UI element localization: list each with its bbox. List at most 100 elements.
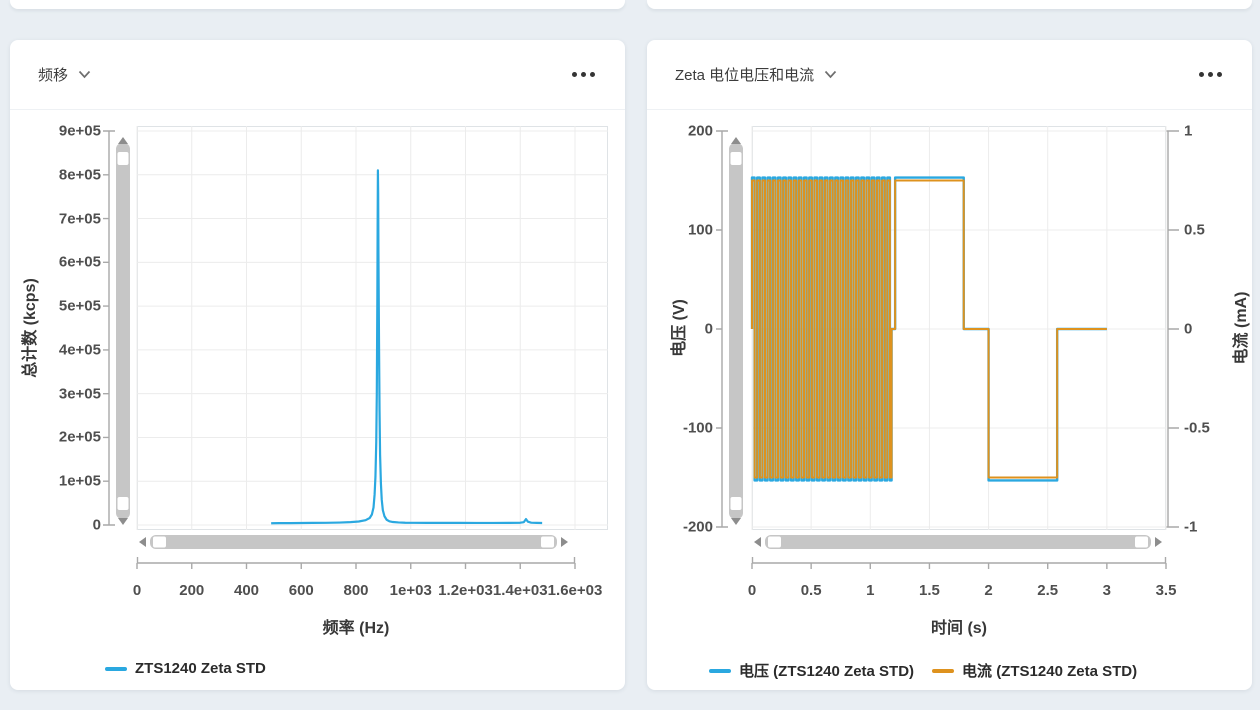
scrollbar-range-handle[interactable] [730, 497, 742, 510]
y-axis-tick-label: 3e+05 [58, 385, 101, 403]
y-axis-tick-label: 0 [704, 320, 713, 338]
y-axis-tick-label: 100 [687, 221, 713, 239]
y-axis-tick-label: 6e+05 [58, 253, 101, 271]
x-axis-title: 时间 (s) [930, 620, 988, 637]
scrollbar-range-handle[interactable] [1135, 536, 1148, 548]
chart-title-right: Zeta 电位电压和电流 [675, 67, 815, 84]
x-axis-tick-label: 0.5 [800, 582, 822, 599]
y-axis-right-tick-label: 0 [1184, 320, 1193, 338]
x-zoom-scrollbar[interactable] [139, 534, 568, 550]
plot-area[interactable] [136, 126, 608, 530]
y-axis-tick-label: 0 [92, 516, 101, 534]
legend-line-swatch [105, 666, 127, 671]
chart-legend: 电压 (ZTS1240 Zeta STD) 电流 (ZTS1240 Zeta ST… [709, 660, 1137, 681]
card-header: 频移 [10, 40, 625, 110]
chevron-down-icon [825, 70, 837, 79]
scrollbar-track[interactable] [765, 535, 1151, 549]
card-header: Zeta 电位电压和电流 [647, 40, 1252, 110]
x-zoom-scrollbar[interactable] [754, 534, 1162, 550]
y-axis-tick-label: 200 [687, 122, 713, 140]
series-ZTS1240 Zeta STD [271, 169, 543, 525]
x-axis-tick-label: 1.5 [918, 582, 940, 599]
x-axis-line [751, 557, 1167, 569]
y-axis-right-tick-label: -1 [1184, 518, 1198, 536]
legend-label: ZTS1240 Zeta STD [135, 660, 266, 677]
zeta-voltage-current-chart: 200 100 0 -100 -200 1 0.5 0 -0.5 -1 0 0.5 1 1.5 2 2.5 3 3… [647, 110, 1252, 690]
chart-type-selector-right[interactable]: Zeta 电位电压和电流 [675, 64, 837, 85]
more-options-button-right[interactable] [1197, 66, 1224, 83]
x-axis-tick-label: 2 [984, 582, 993, 599]
x-axis-tick-label: 0 [132, 582, 142, 599]
scroll-right-arrow[interactable] [561, 537, 568, 547]
plot-area[interactable] [750, 126, 1167, 530]
y-axis-tick-label: 1e+05 [58, 472, 101, 490]
scrollbar-range-handle[interactable] [153, 536, 166, 548]
chart-legend: ZTS1240 Zeta STD [105, 660, 266, 677]
x-axis-tick-label: 1.2e+03 [438, 582, 493, 599]
y-axis-right-tick-label: 1 [1184, 122, 1193, 140]
scroll-right-arrow[interactable] [1155, 537, 1162, 547]
x-axis-tick-label: 1.6e+03 [547, 582, 603, 599]
scrollbar-track[interactable] [150, 535, 557, 549]
frequency-shift-chart: 9e+05 8e+05 7e+05 6e+05 5e+05 4e+05 3e+05 2e+05… [10, 110, 625, 690]
scrollbar-range-handle[interactable] [541, 536, 554, 548]
y-axis-title: 总计数 (kcps) [22, 278, 39, 378]
scroll-up-arrow[interactable] [731, 137, 741, 144]
x-axis-tick-label: 1e+03 [389, 582, 432, 599]
zeta-voltage-current-card: Zeta 电位电压和电流 200 100 0 -100 -200 1 0.5 0 -0.5 -1 0… [647, 40, 1252, 690]
y-axis-tick-label: 9e+05 [58, 122, 101, 140]
scrollbar-range-handle[interactable] [768, 536, 781, 548]
chart-title-left: 频移 [38, 67, 69, 84]
series-电流 [751, 179, 1107, 479]
partial-card-above-right [647, 0, 1252, 9]
scroll-down-arrow[interactable] [118, 518, 128, 525]
scrollbar-range-handle[interactable] [117, 497, 129, 510]
legend-item[interactable]: ZTS1240 Zeta STD [105, 660, 266, 677]
y-axis-tick-label: 2e+05 [58, 428, 101, 446]
scrollbar-track[interactable] [729, 143, 743, 519]
y-axis-tick-label: 4e+05 [58, 341, 101, 359]
legend-item[interactable]: 电流 (ZTS1240 Zeta STD) [932, 660, 1137, 681]
legend-line-swatch [709, 668, 731, 673]
x-axis-tick-label: 800 [343, 582, 369, 599]
x-axis-tick-label: 1.4e+03 [492, 582, 548, 599]
y-axis-line [716, 130, 728, 528]
scroll-left-arrow[interactable] [139, 537, 146, 547]
frequency-shift-card: 频移 9e+05 8e+05 7e+05 6e+05 5e+05 4e+05 3e+05 2e… [10, 40, 625, 690]
x-axis-tick-label: 2.5 [1037, 582, 1059, 599]
partial-card-above-left [10, 0, 625, 9]
scrollbar-range-handle[interactable] [117, 152, 129, 165]
legend-line-swatch [932, 668, 955, 673]
y-axis-tick-label: -100 [682, 419, 713, 437]
y-axis-tick-label: 7e+05 [58, 210, 101, 228]
chart-type-selector-left[interactable]: 频移 [38, 64, 91, 85]
scrollbar-track[interactable] [116, 143, 130, 519]
y-zoom-scrollbar[interactable] [728, 136, 744, 526]
x-axis-tick-label: 0 [747, 582, 757, 599]
y-axis-right-line [1162, 130, 1179, 528]
x-axis-title: 频率 (Hz) [322, 620, 390, 637]
legend-item[interactable]: 电压 (ZTS1240 Zeta STD) [709, 660, 914, 681]
scrollbar-range-handle[interactable] [730, 152, 742, 165]
y-zoom-scrollbar[interactable] [115, 136, 131, 526]
x-axis-tick-label: 1 [866, 582, 875, 599]
scroll-down-arrow[interactable] [731, 518, 741, 525]
more-options-button-left[interactable] [570, 66, 597, 83]
scroll-left-arrow[interactable] [754, 537, 761, 547]
y-axis-right-tick-label: 0.5 [1184, 221, 1205, 239]
y-axis-title: 电压 (V) [671, 299, 688, 357]
y-axis-line [103, 130, 115, 526]
x-axis-tick-label: 200 [179, 582, 205, 599]
y-axis-tick-label: -200 [682, 518, 713, 536]
y-axis-tick-label: 5e+05 [58, 297, 101, 315]
y-axis-tick-label: 8e+05 [58, 166, 101, 184]
y-axis-right-tick-label: -0.5 [1184, 419, 1210, 437]
scroll-up-arrow[interactable] [118, 137, 128, 144]
x-axis-tick-label: 600 [288, 582, 314, 599]
legend-label: 电压 (ZTS1240 Zeta STD) [739, 663, 915, 680]
y-axis-right-title: 电流 (mA) [1233, 291, 1250, 365]
x-axis-tick-label: 3 [1102, 582, 1112, 599]
chevron-down-icon [78, 70, 91, 79]
x-axis-tick-label: 3.5 [1155, 582, 1177, 599]
x-axis-tick-label: 400 [233, 582, 260, 599]
